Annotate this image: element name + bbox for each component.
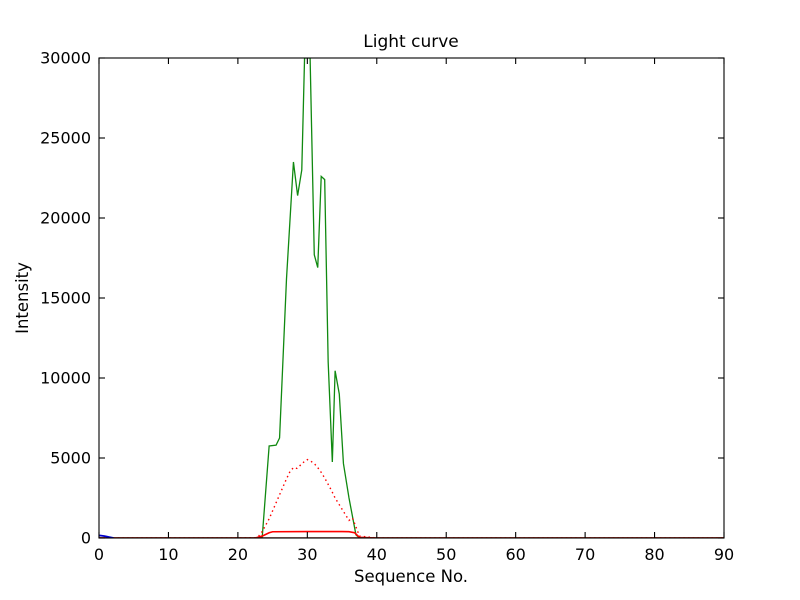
series-red-dotted-curve [99,458,724,538]
y-tick-label: 25000 [40,129,91,148]
series-blue-segment [99,534,114,538]
x-tick-label: 30 [297,545,317,564]
y-tick-label: 0 [81,529,91,548]
y-axis-label: Intensity [13,262,32,334]
x-tick-label: 10 [158,545,178,564]
x-tick-label: 90 [714,545,734,564]
x-tick-label: 80 [644,545,664,564]
y-tick-label: 5000 [50,449,91,468]
y-tick-label: 15000 [40,289,91,308]
chart-title: Light curve [363,32,458,52]
x-axis-label: Sequence No. [354,567,468,586]
y-axis-ticks: 0 5000 10000 15000 20000 25000 30000 [40,49,724,548]
x-tick-label: 60 [505,545,525,564]
x-tick-label: 0 [94,545,104,564]
series-green-curve [99,58,724,538]
x-tick-label: 20 [228,545,248,564]
x-axis-ticks: 0 10 20 30 40 50 60 70 80 90 [94,58,734,564]
y-tick-label: 20000 [40,209,91,228]
x-tick-label: 40 [367,545,387,564]
x-tick-label: 50 [436,545,456,564]
series-red-solid-baseline [99,530,724,538]
y-tick-label: 10000 [40,369,91,388]
x-tick-label: 70 [575,545,595,564]
y-tick-label: 30000 [40,49,91,68]
series-layer [99,58,724,538]
plot-area-background [99,58,724,538]
